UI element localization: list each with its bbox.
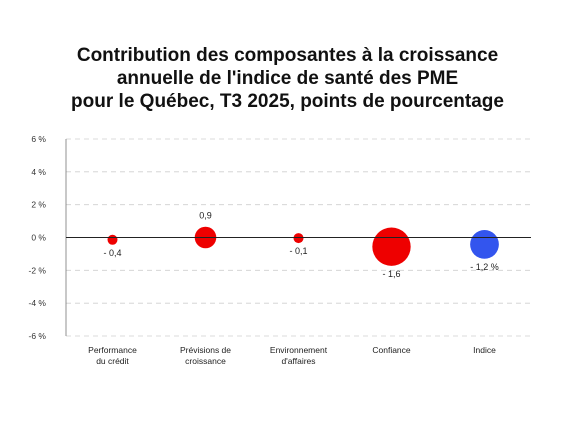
y-tick-label: 4 % bbox=[31, 167, 46, 177]
y-tick-label: 6 % bbox=[31, 134, 46, 144]
data-point bbox=[107, 234, 118, 245]
y-tick-label: 0 % bbox=[31, 233, 46, 243]
y-tick-label: -6 % bbox=[29, 331, 47, 341]
x-category-label: d'affaires bbox=[281, 356, 315, 366]
data-point bbox=[372, 227, 411, 266]
chart-title-line-2: annuelle de l'indice de santé des PME bbox=[116, 68, 459, 89]
x-category-label: du crédit bbox=[96, 356, 129, 366]
data-point bbox=[293, 233, 304, 244]
y-tick-label: 2 % bbox=[31, 200, 46, 210]
chart-title: Contribution des composantes à la croiss… bbox=[0, 44, 575, 113]
chart-title-line-1: Contribution des composantes à la croiss… bbox=[76, 45, 499, 66]
x-category-label: croissance bbox=[185, 356, 226, 366]
data-label: - 0,1 bbox=[289, 246, 307, 256]
data-label: - 0,4 bbox=[103, 248, 121, 258]
y-tick-label: -4 % bbox=[29, 298, 47, 308]
data-label: - 1,6 bbox=[382, 269, 400, 279]
x-category-label: Prévisions de bbox=[180, 345, 231, 355]
data-point bbox=[470, 230, 499, 259]
data-label: 0,9 bbox=[199, 211, 212, 221]
chart-title-line-3: pour le Québec, T3 2025, points de pourc… bbox=[71, 91, 504, 112]
x-category-label: Indice bbox=[473, 345, 496, 355]
x-category-label: Environnement bbox=[270, 345, 328, 355]
data-label: - 1,2 % bbox=[470, 262, 499, 272]
x-category-label: Confiance bbox=[372, 345, 411, 355]
x-category-label: Performance bbox=[88, 345, 137, 355]
y-tick-label: -2 % bbox=[29, 265, 47, 275]
